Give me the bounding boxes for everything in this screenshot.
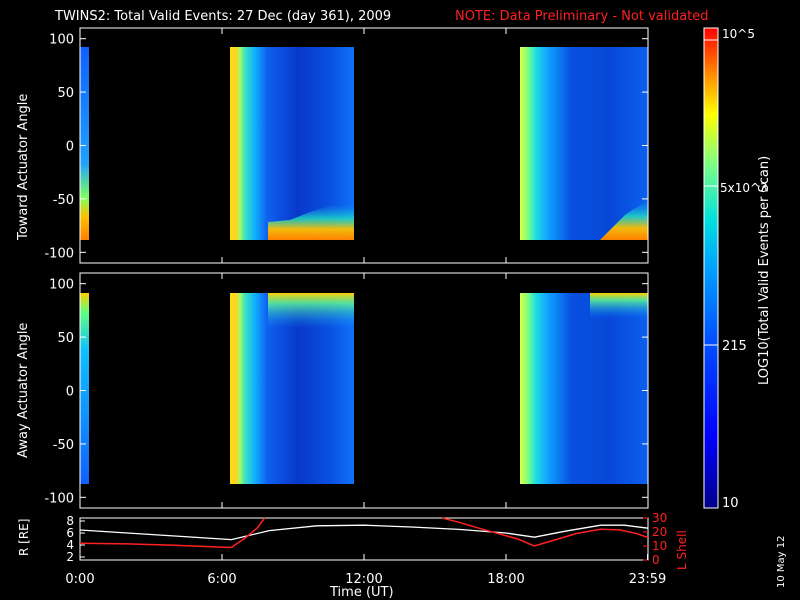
y-tick-label: -50 xyxy=(53,193,74,208)
y-tick-label: 2 xyxy=(66,550,74,564)
x-tick-label: 18:00 xyxy=(487,572,524,587)
colorbar-gradient xyxy=(703,27,719,509)
away-angle-panel: 100 50 0 -50 -100 Away Actuator Angle xyxy=(16,272,649,509)
y-tick-label: 4 xyxy=(66,538,74,552)
chart-title: TWINS2: Total Valid Events: 27 Dec (day … xyxy=(54,9,391,24)
bot-ylabel-left: R [RE] xyxy=(17,519,31,556)
mid-block-3 xyxy=(520,293,648,484)
radius-line xyxy=(79,524,649,541)
toward-angle-panel: 100 50 0 -50 -100 Toward Actuator Angle xyxy=(16,27,649,264)
top-block-2-high-flux xyxy=(268,204,354,240)
top-block-3-high-flux xyxy=(600,200,648,240)
y-tick-label-right: 30 xyxy=(652,511,667,525)
y-tick-label: 50 xyxy=(57,86,74,101)
x-tick-label: 0:00 xyxy=(65,572,94,587)
top-ylabel: Toward Actuator Angle xyxy=(16,94,31,241)
bot-panel-frame xyxy=(79,517,649,561)
y-tick-label: 50 xyxy=(57,331,74,346)
mid-ylabel: Away Actuator Angle xyxy=(16,323,31,458)
colorbar-tick-label: 10 xyxy=(722,496,739,511)
y-tick-label-right: 20 xyxy=(652,525,667,539)
y-tick-label-right: 10 xyxy=(652,539,667,553)
y-tick-label: 0 xyxy=(66,385,74,400)
xlabel: Time (UT) xyxy=(329,585,394,600)
y-tick-label: 100 xyxy=(49,278,74,293)
y-tick-label: -100 xyxy=(44,491,74,506)
colorbar-label: LOG10(Total Valid Events per Scan) xyxy=(757,156,772,385)
bot-ylabel-right: L Shell xyxy=(675,530,689,570)
y-tick-label: 100 xyxy=(49,33,74,48)
colorbar: 10 215 5x10^3 10^5 LOG10(Total Valid Eve… xyxy=(703,27,772,511)
y-tick-label: 6 xyxy=(66,526,74,540)
lshell-line xyxy=(79,517,266,549)
x-tick-label: 6:00 xyxy=(207,572,236,587)
y-tick-label: -100 xyxy=(44,246,74,261)
y-tick-label-right: 0 xyxy=(652,553,660,567)
y-tick-label: 8 xyxy=(66,514,74,528)
mid-block-2-high-flux xyxy=(268,293,354,328)
colorbar-tick-label: 215 xyxy=(722,339,747,354)
top-block-1 xyxy=(80,47,89,240)
mid-block-3-high-flux xyxy=(590,293,648,318)
x-tick-label: 12:00 xyxy=(345,572,382,587)
date-stamp: 10 May 12 xyxy=(776,536,787,588)
y-tick-label: -50 xyxy=(53,438,74,453)
lshell-line xyxy=(441,517,649,547)
preliminary-note: NOTE: Data Preliminary - Not validated xyxy=(455,9,709,24)
colorbar-tick-label: 5x10^3 xyxy=(720,181,768,195)
y-tick-label: 0 xyxy=(66,140,74,155)
x-tick-label: 23:59 xyxy=(629,572,666,587)
top-block-3 xyxy=(520,47,648,240)
colorbar-tick-label: 10^5 xyxy=(722,27,755,41)
mid-block-1 xyxy=(80,293,89,484)
